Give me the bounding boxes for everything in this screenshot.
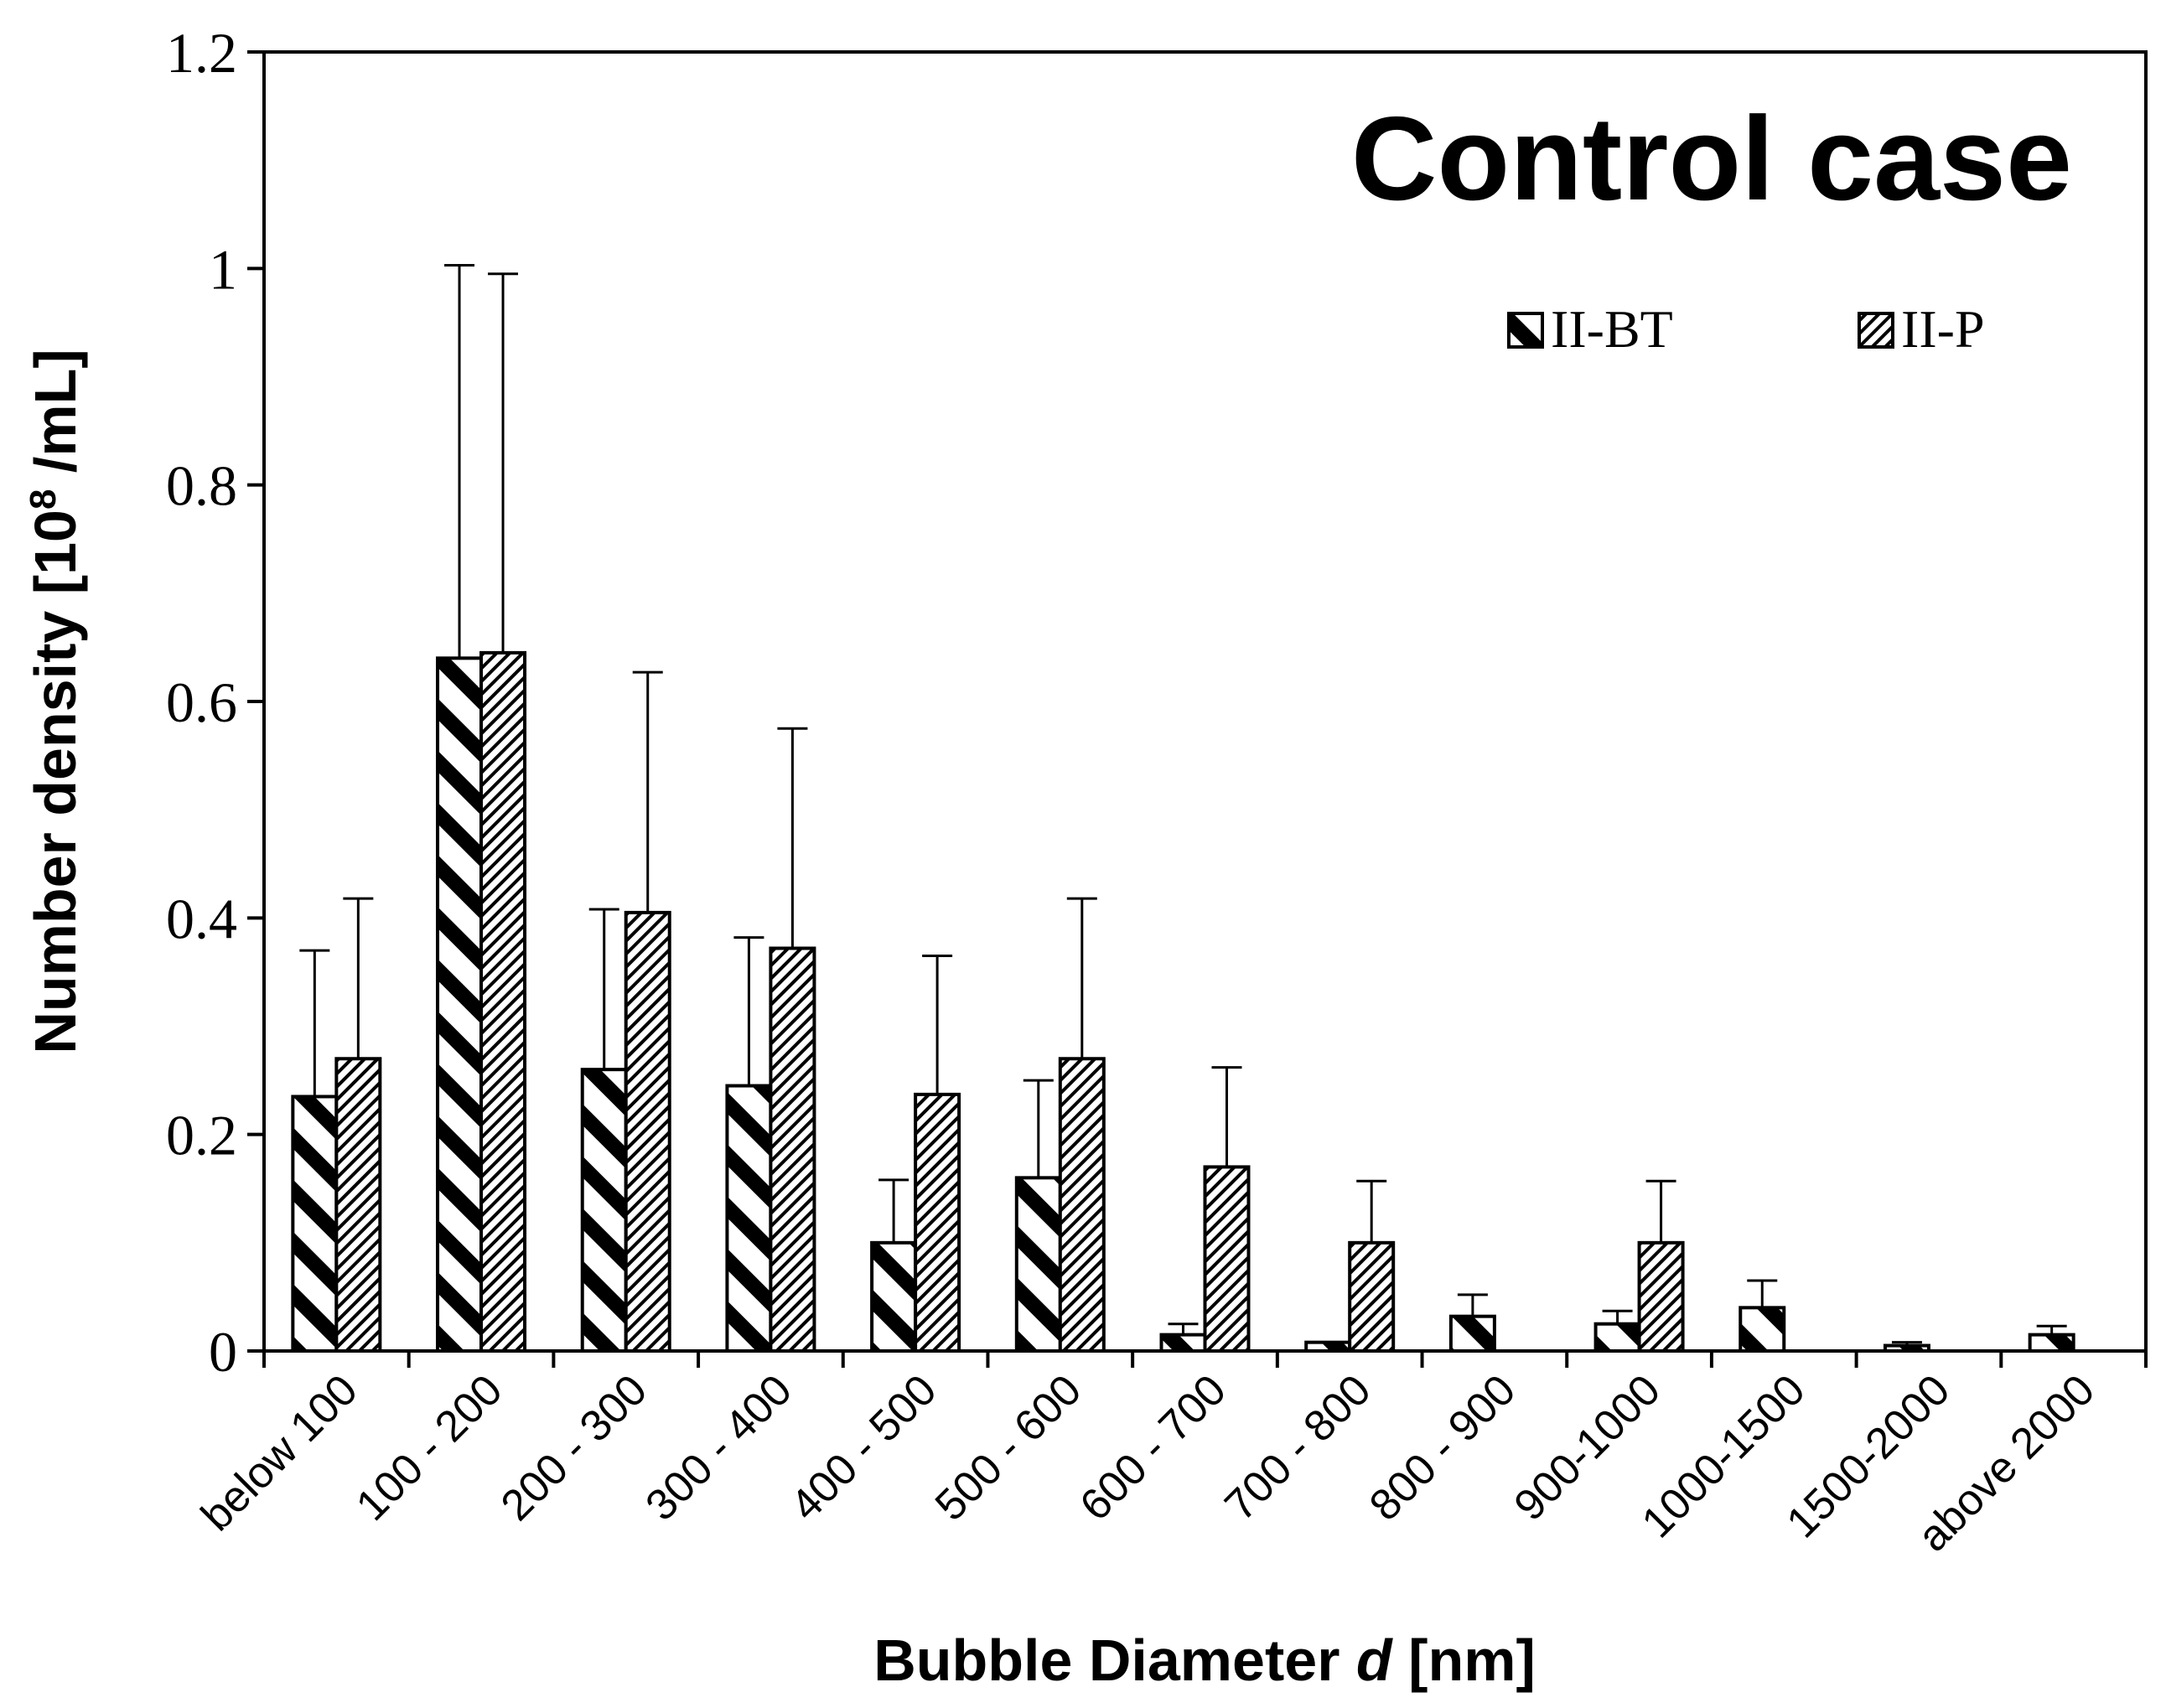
y-tick-label: 0.2 (166, 1104, 237, 1167)
x-tick-label: 300 - 400 (637, 1365, 801, 1529)
error-bars (299, 263, 2067, 1346)
bar-ii-p (479, 650, 527, 1353)
y-tick-label: 0.4 (166, 887, 237, 950)
x-tick-label: 500 - 600 (926, 1365, 1091, 1529)
chart-title: Control case (1351, 92, 2072, 225)
bar-ii-bt (1593, 1322, 1641, 1353)
bar-ii-p (769, 946, 816, 1353)
bar-ii-bt (870, 1240, 918, 1353)
bar-ii-bt (1883, 1343, 1930, 1353)
y-tick-label: 1.2 (166, 21, 237, 85)
legend-label-ii-p: II-P (1901, 299, 1985, 359)
legend-swatch-ii-bt (1507, 312, 1544, 349)
bar-ii-p (334, 1057, 382, 1353)
bar-ii-p (624, 910, 671, 1353)
x-axis-title-suffix: [nm] (1392, 1628, 1536, 1693)
x-tick-label: below 100 (192, 1365, 367, 1540)
y-tick-label: 0.8 (166, 454, 237, 518)
bar-ii-bt (1159, 1333, 1207, 1353)
x-tick-label: 200 - 300 (492, 1365, 656, 1529)
bar-ii-bt (291, 1095, 339, 1353)
bar-ii-p (1058, 1057, 1106, 1353)
bars (291, 650, 2075, 1353)
bar-ii-bt (1304, 1340, 1352, 1353)
bar-ii-bt (436, 656, 484, 1353)
x-tick-label: 700 - 800 (1215, 1365, 1380, 1529)
bar-ii-bt (1014, 1176, 1062, 1353)
y-tick-label: 0.6 (166, 670, 237, 734)
y-tick-label: 0 (209, 1320, 237, 1384)
bar-ii-bt (2028, 1333, 2075, 1353)
legend-item-ii-bt[interactable]: II-BT (1507, 299, 1673, 359)
x-axis-title-prefix: Bubble Diameter (873, 1628, 1356, 1693)
plot-frame (262, 50, 2148, 1353)
y-axis-title-unit: /mL] (23, 349, 88, 489)
bar-ii-p (1348, 1240, 1396, 1353)
x-axis-title-variable: d (1356, 1628, 1393, 1693)
x-tick-label: 600 - 700 (1071, 1365, 1236, 1529)
y-tick-label: 1 (209, 237, 237, 301)
x-tick-label: 800 - 900 (1360, 1365, 1525, 1529)
x-tick-label: 400 - 500 (781, 1365, 946, 1529)
y-axis: 0 0.2 0.4 0.6 0.8 1 1.2 (166, 21, 266, 1384)
bar-ii-p (914, 1092, 961, 1353)
bar-ii-bt (1738, 1306, 1786, 1353)
bar-ii-bt (725, 1084, 773, 1353)
y-axis-title-exponent: 8 (23, 489, 64, 510)
y-axis-title-main: Number density [10 (23, 510, 88, 1054)
legend-item-ii-p[interactable]: II-P (1858, 299, 1985, 359)
bar-ii-p (1637, 1240, 1685, 1353)
x-axis-title: Bubble Diameter d [nm] (873, 1628, 1536, 1693)
x-tick-label: 100 - 200 (347, 1365, 511, 1529)
bar-ii-p (1203, 1165, 1251, 1353)
bar-ii-bt (580, 1068, 628, 1353)
legend-label-ii-bt: II-BT (1551, 299, 1673, 359)
legend-swatch-ii-p (1858, 312, 1894, 349)
bar-ii-bt (1448, 1314, 1496, 1353)
legend: II-BT II-P (1507, 299, 1985, 359)
y-axis-title: Number density [108 /mL] (23, 349, 89, 1053)
